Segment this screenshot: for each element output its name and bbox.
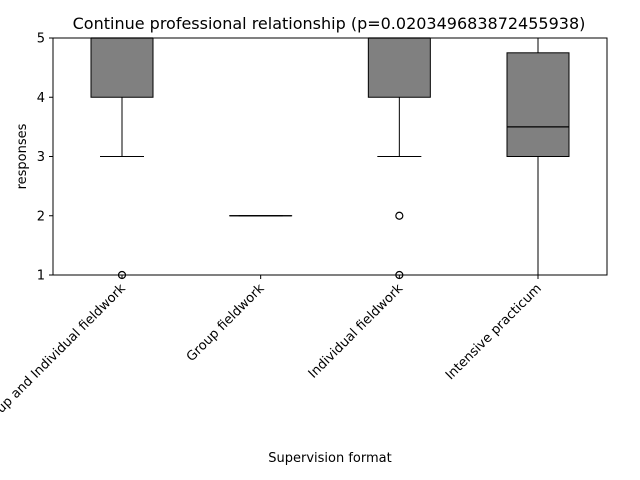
y-tick-label: 4 [37, 91, 45, 106]
box-iqr [367, 37, 431, 98]
x-axis-label: Supervision format [268, 451, 391, 466]
box-iqr [90, 37, 154, 98]
boxes-layer [90, 37, 570, 280]
x-axis: Group and Individual fieldwork Group fiel… [0, 275, 545, 433]
box-group-1 [90, 37, 154, 280]
y-tick-label: 3 [37, 150, 45, 165]
box-group-3 [367, 37, 431, 280]
x-tick-label: Group and Individual fieldwork [0, 281, 129, 433]
x-tick-label: Group fieldwork [184, 281, 268, 365]
y-axis-label: responses [15, 123, 30, 189]
x-tick-label: Individual fieldwork [306, 281, 407, 382]
x-tick-label: Intensive practicum [443, 281, 545, 383]
box-group-4 [506, 37, 570, 276]
outlier-point [395, 211, 404, 220]
chart-title: Continue professional relationship (p=0.… [73, 14, 586, 33]
y-tick-label: 1 [37, 269, 45, 284]
box-iqr [506, 52, 570, 157]
y-axis: 1 2 3 4 5 [37, 32, 53, 284]
y-tick-label: 2 [37, 209, 45, 224]
y-tick-label: 5 [37, 32, 45, 47]
